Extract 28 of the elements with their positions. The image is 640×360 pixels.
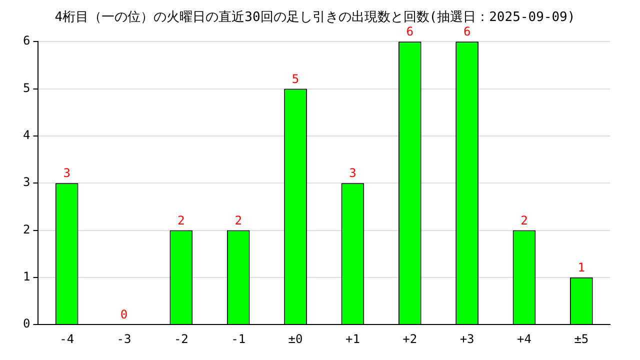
x-tick-label: +4 (517, 332, 532, 346)
y-tick-label: 4 (22, 128, 30, 142)
x-tick-label: ±5 (574, 332, 589, 346)
data-label: 2 (520, 213, 528, 228)
y-tick-label: 0 (22, 316, 30, 331)
data-label: 2 (234, 213, 242, 228)
data-label: 6 (406, 24, 414, 39)
chart-title: 4桁目（一の位）の火曜日の直近30回の足し引きの出現数と回数(抽選日：2025-09-09) (54, 10, 576, 26)
x-tick-label: -3 (116, 332, 132, 346)
x-tick-label: +1 (345, 332, 360, 346)
data-label: 0 (120, 308, 128, 322)
y-tick-label: 3 (22, 175, 30, 190)
data-label: 3 (349, 166, 356, 180)
x-tick-label: -1 (231, 332, 246, 346)
y-tick-label: 5 (22, 80, 30, 95)
x-tick-label: +2 (402, 332, 418, 346)
y-tick-label: 6 (22, 34, 30, 48)
x-tick-label: ±0 (288, 332, 303, 346)
y-tick-label: 1 (22, 270, 30, 284)
x-tick-label: -4 (60, 332, 74, 346)
data-label: 6 (463, 24, 471, 39)
data-label: 3 (63, 166, 70, 180)
x-tick-label: -2 (174, 332, 188, 346)
y-tick-label: 2 (22, 222, 30, 236)
data-label: 2 (178, 213, 185, 228)
data-label: 1 (578, 260, 586, 275)
data-label: 5 (292, 72, 300, 86)
x-tick-label: +3 (460, 332, 474, 346)
